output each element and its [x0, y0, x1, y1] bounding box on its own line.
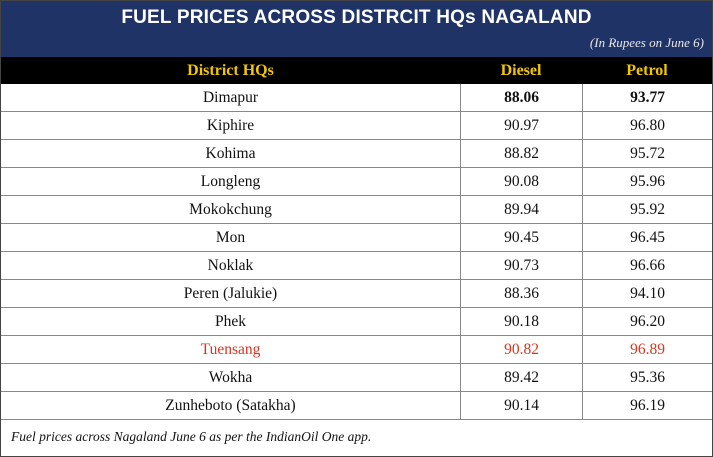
table-row: Mon 90.45 96.45 [1, 224, 712, 252]
petrol-cell: 95.72 [582, 140, 712, 167]
district-cell: Phek [215, 313, 246, 330]
column-header-row: District HQs Diesel Petrol [1, 57, 712, 84]
table-row: Dimapur 88.06 93.77 [1, 84, 712, 112]
column-header-diesel: Diesel [500, 62, 542, 79]
table-row: Peren (Jalukie) 88.36 94.10 [1, 280, 712, 308]
column-header-district: District HQs [187, 62, 274, 79]
column-header-petrol: Petrol [626, 62, 668, 79]
district-cell: Zunheboto (Satakha) [165, 397, 296, 414]
diesel-cell: 90.45 [460, 224, 582, 251]
title-banner: FUEL PRICES ACROSS DISTRCIT HQs NAGALAND… [1, 1, 712, 57]
district-cell: Mokokchung [189, 201, 272, 218]
diesel-cell: 88.06 [460, 84, 582, 111]
district-cell: Peren (Jalukie) [183, 285, 278, 302]
table-row: Wokha 89.42 95.36 [1, 364, 712, 392]
district-cell: Dimapur [202, 89, 259, 106]
table-row: Mokokchung 89.94 95.92 [1, 196, 712, 224]
petrol-cell: 93.77 [582, 84, 712, 111]
diesel-cell: 88.82 [460, 140, 582, 167]
table-title: FUEL PRICES ACROSS DISTRCIT HQs NAGALAND [121, 7, 592, 28]
table-subtitle: (In Rupees on June 6) [589, 35, 704, 50]
diesel-cell: 90.14 [460, 392, 582, 419]
diesel-cell: 90.08 [460, 168, 582, 195]
table-row: Kohima 88.82 95.72 [1, 140, 712, 168]
diesel-cell: 90.18 [460, 308, 582, 335]
petrol-cell: 96.80 [582, 112, 712, 139]
table-row: Kiphire 90.97 96.80 [1, 112, 712, 140]
petrol-cell: 95.96 [582, 168, 712, 195]
petrol-cell: 95.92 [582, 196, 712, 223]
petrol-cell: 96.89 [582, 336, 712, 363]
petrol-cell: 94.10 [582, 280, 712, 307]
diesel-cell: 89.42 [460, 364, 582, 391]
table-row: Phek 90.18 96.20 [1, 308, 712, 336]
table-row: Longleng 90.08 95.96 [1, 168, 712, 196]
diesel-cell: 90.97 [460, 112, 582, 139]
district-cell: Kiphire [206, 117, 255, 134]
table-row: Noklak 90.73 96.66 [1, 252, 712, 280]
diesel-cell: 90.73 [460, 252, 582, 279]
diesel-cell: 89.94 [460, 196, 582, 223]
district-cell: Longleng [200, 173, 261, 190]
district-cell: Mon [215, 229, 246, 246]
table-row: Tuensang 90.82 96.89 [1, 336, 712, 364]
diesel-cell: 90.82 [460, 336, 582, 363]
district-cell: Wokha [208, 369, 253, 386]
petrol-cell: 96.45 [582, 224, 712, 251]
petrol-cell: 96.20 [582, 308, 712, 335]
district-cell: Noklak [207, 257, 254, 274]
district-cell: Kohima [205, 145, 256, 162]
footnote: Fuel prices across Nagaland June 6 as pe… [11, 429, 372, 444]
table-row: Zunheboto (Satakha) 90.14 96.19 [1, 392, 712, 420]
petrol-cell: 96.19 [582, 392, 712, 419]
diesel-cell: 88.36 [460, 280, 582, 307]
district-cell: Tuensang [200, 341, 261, 358]
petrol-cell: 96.66 [582, 252, 712, 279]
petrol-cell: 95.36 [582, 364, 712, 391]
